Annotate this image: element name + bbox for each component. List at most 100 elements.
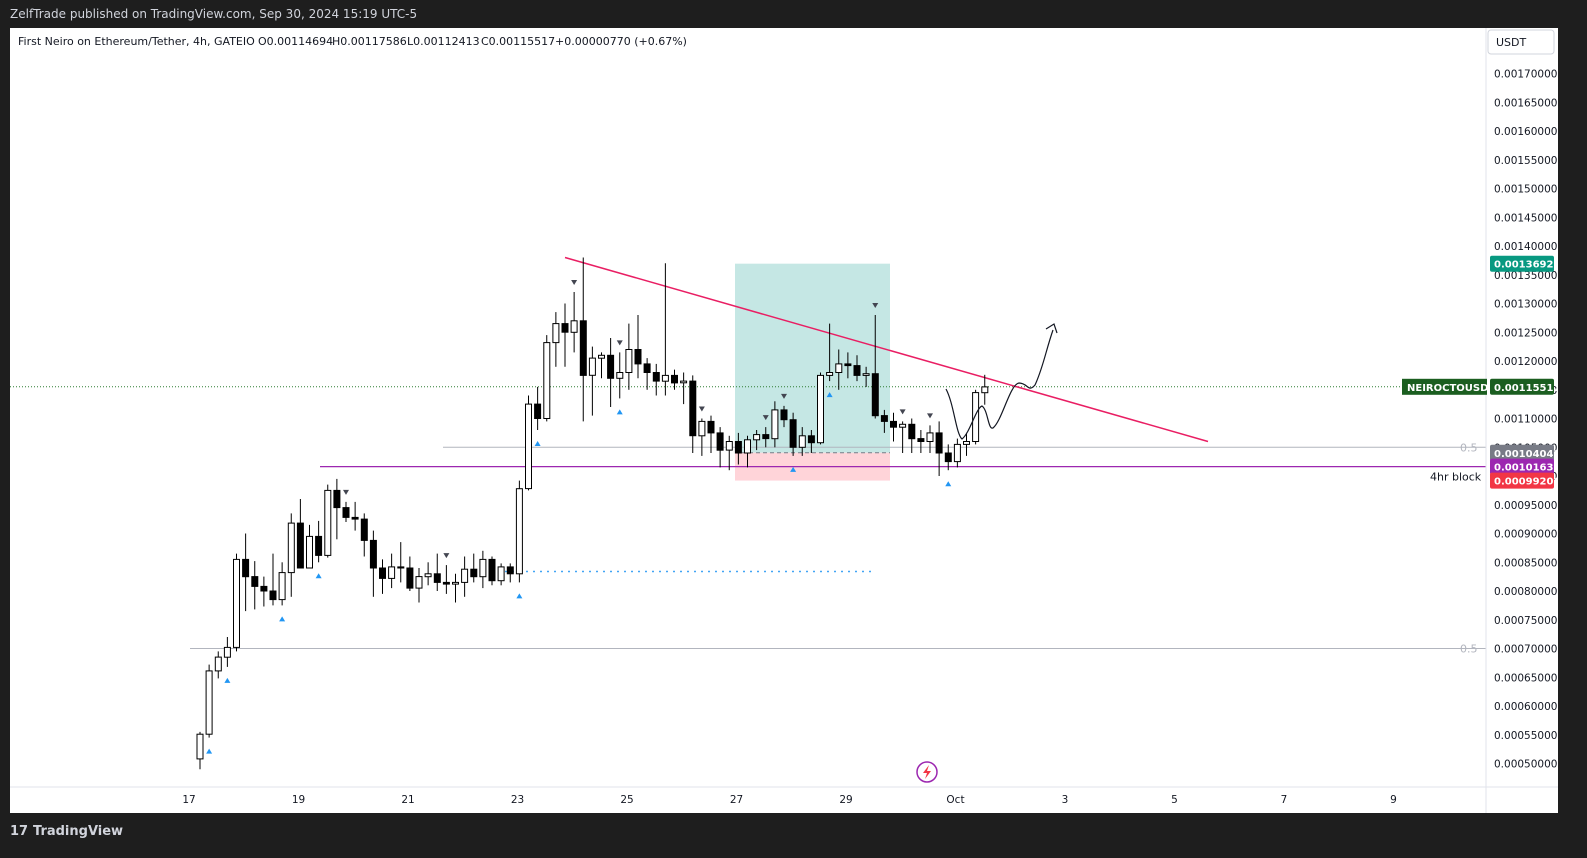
y-tick-label: 0.00120000 [1494,356,1557,368]
y-tick-label: 0.00125000 [1494,327,1557,339]
buy-signal-icon [279,616,286,622]
candle-body [424,573,432,578]
candle-body [680,380,688,384]
lightning-icon[interactable] [916,761,938,783]
price-label-bg [1490,444,1554,461]
symbol-tag-bg [1402,378,1487,395]
candle-body [552,323,560,344]
candle-body [744,439,751,454]
buy-signal-icon [516,593,523,599]
block-label: 4hr block [1430,471,1482,484]
tradingview-brand[interactable]: TradingView [33,824,124,839]
annotation-lines [10,256,1486,649]
price-label-value: 0.00136927 [1494,260,1558,271]
x-tick-label: Oct [946,794,964,806]
price-label-value: 0.00099206 [1494,477,1558,488]
price-label-value: 0.00115517 [1494,383,1558,394]
buy-signal-icon [616,409,623,415]
candle-body [561,323,569,333]
candle-body [917,438,925,443]
currency-selector[interactable]: USDT [1487,29,1555,55]
y-tick-label: 0.00075000 [1494,615,1557,627]
candle-body [899,423,907,428]
buy-signal-icon [206,748,213,754]
y-tick-label: 0.00130000 [1494,299,1557,311]
publisher-bar: ZelfTrade published on TradingView.com, … [0,0,1587,28]
sell-signal-icon [571,280,578,285]
x-tick-label: 25 [620,794,633,806]
footer-bar: 17 TradingView [0,818,1587,858]
ohlc-close: C0.00115517 [481,35,555,48]
candle-body [333,489,341,509]
y-tick-label: 0.00050000 [1494,759,1557,771]
x-tick-label: 27 [730,794,743,806]
candle-body [379,567,386,579]
sell-signal-icon [762,415,769,421]
candle-body [579,320,587,376]
candle-body [661,374,669,382]
candle-body [515,488,523,575]
chart-area[interactable]: First Neiro on Ethereum/Tether, 4h, GATE… [10,28,1560,813]
price-label-value: 0.00104043 [1494,449,1558,460]
x-tick-label: 21 [401,794,414,806]
candle-body [643,363,651,373]
candle-body [908,423,916,440]
x-tick-label: 19 [292,794,305,806]
candle-body [844,363,852,367]
currency-label[interactable]: USDT [1496,36,1527,49]
y-tick-label: 0.00060000 [1494,701,1557,713]
candle-body [406,567,414,589]
candle-body [369,539,377,569]
candle-body [525,403,532,490]
candle-body [871,373,879,417]
candle-body [835,363,843,373]
candle-body [470,568,478,578]
candle-body [707,420,715,434]
candle-body [415,576,423,589]
y-tick-label: 0.00150000 [1494,184,1557,196]
buy-signal-icon [534,441,541,446]
signal-markers [206,280,952,754]
candle-body [689,380,697,437]
candle-body [762,434,770,440]
candle-body [214,656,222,672]
x-tick-label: 23 [511,794,524,806]
tradingview-logo-icon[interactable]: 17 [10,824,29,839]
price-label-bg [1490,378,1554,395]
sell-signal-icon [872,303,879,308]
candle-body [433,573,441,583]
price-label-bg [1490,458,1554,475]
ohlc-change: +0.00000770 (+0.67%) [555,35,687,48]
candle-body [725,441,733,451]
y-tick-label: 0.00140000 [1494,241,1557,253]
y-tick-label: 0.00085000 [1494,557,1557,569]
candle-body [798,435,806,448]
candle-body [698,420,706,437]
sell-signal-icon [443,553,450,559]
y-tick-label: 0.00070000 [1494,644,1557,656]
sell-signal-icon [927,413,933,419]
candle-body [634,349,642,365]
sell-signal-icon [899,409,906,415]
candle-body [780,409,788,421]
candle-body [570,320,578,333]
y-tick-label: 0.00165000 [1494,97,1557,109]
ohlc-high: H0.00117586 [332,35,407,48]
candle-body [789,419,797,448]
price-chart[interactable]: First Neiro on Ethereum/Tether, 4h, GATE… [10,28,1560,813]
price-axis: 0.00170000 0.00165000 0.00160000 0.00155000… [1485,28,1557,813]
time-axis: 17 19 21 23 25 27 29 Oct 3 5 7 9 [10,786,1558,806]
fib-level-label: 0.5 [1460,441,1478,454]
projection-drawing [945,323,1058,440]
candle-body [306,535,313,569]
candle-body [753,434,761,441]
candle-body [671,374,678,384]
candle-body [981,386,989,394]
candle-body [397,566,405,569]
candle-body [598,354,605,359]
candle-body [296,522,304,569]
fib-level-label: 0.5 [1460,643,1478,656]
candle-body [479,558,487,578]
candle-body [534,403,542,420]
candle-body [287,522,295,574]
